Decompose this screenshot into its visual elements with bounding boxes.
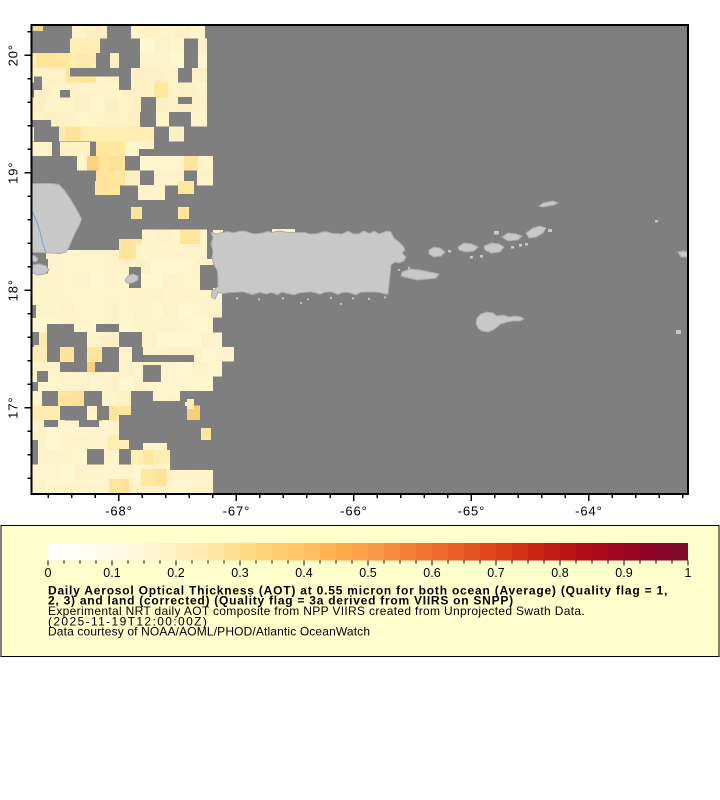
svg-text:0.7: 0.7	[487, 566, 504, 580]
svg-text:0.2: 0.2	[167, 566, 184, 580]
svg-text:20°: 20°	[6, 44, 21, 66]
svg-text:-65°: -65°	[458, 504, 486, 519]
svg-text:0.4: 0.4	[295, 566, 312, 580]
svg-text:0.5: 0.5	[359, 566, 376, 580]
svg-text:0.3: 0.3	[231, 566, 248, 580]
svg-text:0: 0	[45, 566, 52, 580]
svg-text:-67°: -67°	[223, 504, 251, 519]
svg-text:0.6: 0.6	[423, 566, 440, 580]
svg-text:Daily Aerosol Optical Thicknes: Daily Aerosol Optical Thickness (AOT) at…	[48, 583, 668, 597]
svg-text:1: 1	[685, 566, 692, 580]
svg-text:Data courtesy of NOAA/AOML/PHO: Data courtesy of NOAA/AOML/PHOD/Atlantic…	[48, 625, 370, 639]
svg-text:2, 3) and land (corrected) (Qu: 2, 3) and land (corrected) (Quality flag…	[48, 594, 514, 608]
svg-text:0.1: 0.1	[103, 566, 120, 580]
svg-text:(2025-11-19T12:00:00Z): (2025-11-19T12:00:00Z)	[48, 614, 208, 628]
svg-text:18°: 18°	[6, 279, 21, 301]
svg-text:17°: 17°	[6, 397, 21, 419]
svg-text:-64°: -64°	[575, 504, 603, 519]
svg-text:-66°: -66°	[340, 504, 368, 519]
svg-text:0.8: 0.8	[551, 566, 568, 580]
svg-text:19°: 19°	[6, 162, 21, 184]
svg-text:Experimental NRT daily AOT com: Experimental NRT daily AOT composite fro…	[48, 604, 585, 618]
svg-text:-68°: -68°	[105, 504, 133, 519]
svg-text:0.9: 0.9	[615, 566, 632, 580]
